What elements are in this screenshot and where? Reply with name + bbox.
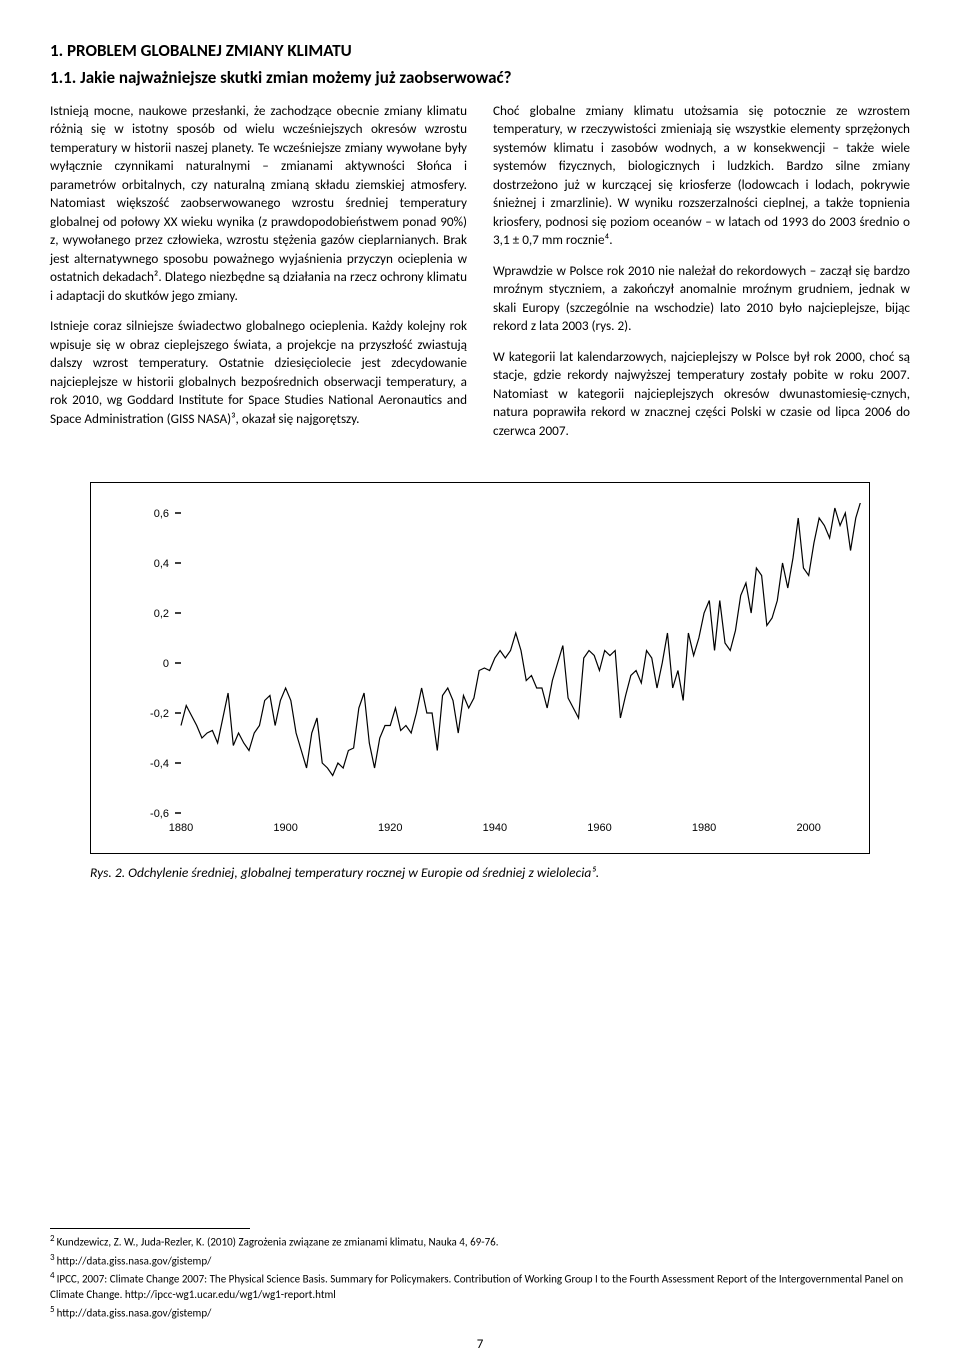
svg-text:0,4: 0,4 [154,558,169,570]
svg-text:-0,4: -0,4 [150,758,169,770]
paragraph: Istnieje coraz silniejsze świadectwo glo… [50,317,467,428]
svg-text:1900: 1900 [273,822,297,834]
svg-text:2000: 2000 [796,822,820,834]
svg-text:0: 0 [163,658,169,670]
left-column: Istnieją mocne, naukowe przesłanki, że z… [50,102,467,452]
right-column: Choć globalne zmiany klimatu utożsamia s… [493,102,910,452]
temperature-chart: -0,6 -0,4 -0,2 0 0,2 0,4 0,6 1880 1900 1920 1940 19… [90,482,870,854]
svg-text:1880: 1880 [169,822,193,834]
paragraph: Wprawdzie w Polsce rok 2010 nie należał … [493,262,910,336]
page-number: 7 [0,1337,960,1352]
footnote: 4 IPCC, 2007: Climate Change 2007: The P… [50,1270,910,1302]
footnote: 5 http://data.giss.nasa.gov/gistemp/ [50,1304,910,1322]
section-heading: 1. PROBLEM GLOBALNEJ ZMIANY KLIMATU [50,40,910,61]
subsection-heading: 1.1. Jakie najważniejsze skutki zmian mo… [50,67,910,88]
footnote-text: IPCC, 2007: Climate Change 2007: The Phy… [50,1273,903,1301]
line-chart-svg: -0,6 -0,4 -0,2 0 0,2 0,4 0,6 1880 1900 1920 1940 19… [121,503,881,843]
svg-text:1960: 1960 [587,822,611,834]
svg-text:1920: 1920 [378,822,402,834]
svg-text:0,6: 0,6 [154,508,169,520]
paragraph: Choć globalne zmiany klimatu utożsamia s… [493,102,910,250]
svg-text:-0,2: -0,2 [150,708,169,720]
two-column-body: Istnieją mocne, naukowe przesłanki, że z… [50,102,910,452]
footnote: 2 Kundzewicz, Z. W., Juda-Rezler, K. (20… [50,1233,910,1251]
paragraph: W kategorii lat kalendarzowych, najciepl… [493,348,910,440]
svg-text:0,2: 0,2 [154,608,169,620]
footnote-text: http://data.giss.nasa.gov/gistemp/ [57,1254,212,1267]
footnotes-block: 2 Kundzewicz, Z. W., Juda-Rezler, K. (20… [50,1228,910,1322]
svg-text:1940: 1940 [483,822,507,834]
footnote-rule [50,1228,250,1229]
footnote-text: Kundzewicz, Z. W., Juda-Rezler, K. (2010… [57,1236,499,1249]
svg-text:1980: 1980 [692,822,716,834]
paragraph: Istnieją mocne, naukowe przesłanki, że z… [50,102,467,305]
footnote-text: http://data.giss.nasa.gov/gistemp/ [57,1306,212,1319]
svg-text:-0,6: -0,6 [150,808,169,820]
figure-caption: Rys. 2. Odchylenie średniej, globalnej t… [90,864,870,881]
footnote: 3 http://data.giss.nasa.gov/gistemp/ [50,1252,910,1270]
